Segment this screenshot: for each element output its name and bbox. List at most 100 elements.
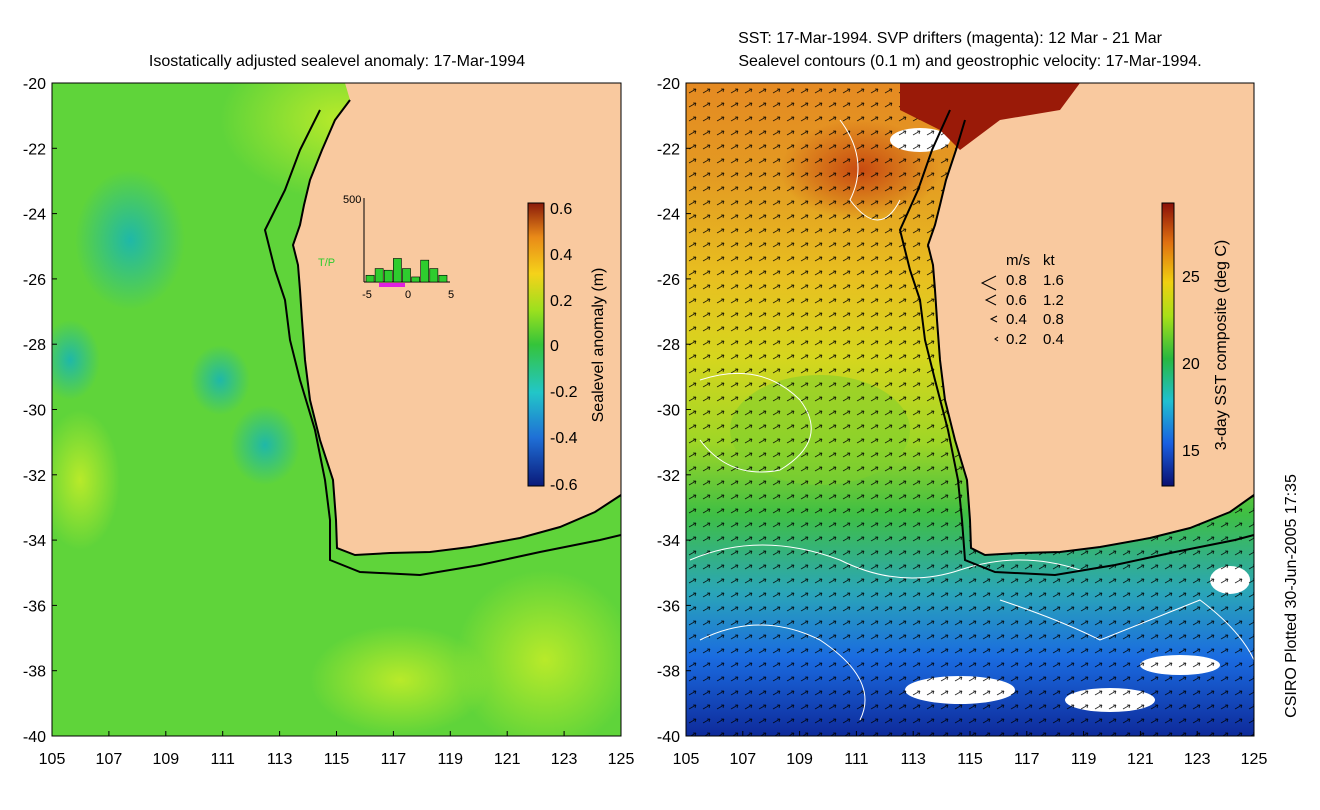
left-anomaly-high-w xyxy=(52,410,120,550)
velocity-legend-kt: 1.6 xyxy=(1043,272,1064,289)
left-shelf-contour xyxy=(263,109,621,577)
velocity-legend: m/s kt 0.8 1.6 0.6 1.2 0.4 0.8 0.2 0.4 xyxy=(980,252,1064,348)
sla-colorbar-tick: 0.6 xyxy=(550,201,572,218)
left-coastline xyxy=(291,99,621,557)
right-map-x-tick-label: 119 xyxy=(1071,751,1097,768)
tp-inset-bar xyxy=(402,268,411,283)
sst-colorbar: 25 20 15 3-day SST composite (deg C) xyxy=(1161,202,1230,487)
left-map-y-tick-label: -34 xyxy=(23,533,46,550)
left-map-title: Isostatically adjusted sealevel anomaly:… xyxy=(149,53,525,70)
left-map-x-tick-label: 119 xyxy=(438,751,464,768)
sla-colorbar-label: Sealevel anomaly (m) xyxy=(590,268,607,423)
tp-inset-bar xyxy=(365,274,375,283)
left-anomaly-low-nw xyxy=(75,170,185,310)
left-map-x-tick-label: 111 xyxy=(211,751,235,768)
tp-inset-bar xyxy=(420,259,430,283)
left-map-y-tick-label: -28 xyxy=(23,337,46,354)
right-map-y-tick-label: -28 xyxy=(657,337,680,354)
right-land xyxy=(928,83,1254,555)
tp-inset-bar xyxy=(383,269,393,283)
velocity-legend-ms: 0.2 xyxy=(1006,331,1027,348)
right-map-x-tick-label: 113 xyxy=(900,751,926,768)
sla-colorbar-tick: 0.4 xyxy=(550,247,572,264)
left-map-x-tick-label: 109 xyxy=(152,751,179,768)
left-map-x-tick-label: 105 xyxy=(39,751,66,768)
tp-inset: 500 T/P -5 0 5 xyxy=(318,194,454,301)
tp-inset-x-tick: 5 xyxy=(448,289,454,301)
left-map-x-tick-label: 115 xyxy=(324,751,350,768)
left-anomaly-high-s xyxy=(310,625,490,735)
sst-colorbar-tick: 20 xyxy=(1182,356,1200,373)
sla-colorbar-tick: -0.2 xyxy=(550,384,578,401)
right-map-x-tick-label: 105 xyxy=(673,751,700,768)
velocity-legend-ms: 0.6 xyxy=(1006,292,1027,309)
right-map-x-tick-label: 125 xyxy=(1241,751,1268,768)
plot-credit: CSIRO Plotted 30-Jun-2005 17:35 xyxy=(1283,474,1300,718)
left-anomaly-high-se xyxy=(455,570,621,736)
left-map-y-tick-label: -38 xyxy=(23,664,46,681)
sla-colorbar: 0.6 0.4 0.2 0 -0.2 -0.4 -0.6 Sealevel an… xyxy=(527,201,607,494)
right-map-x-tick-label: 111 xyxy=(844,751,868,768)
left-map-y-tick-label: -30 xyxy=(23,403,46,420)
sst-colorbar-tick: 25 xyxy=(1182,269,1200,286)
right-map-title-line2: Sealevel contours (0.1 m) and geostrophi… xyxy=(738,53,1201,70)
left-map-y-tick-label: -36 xyxy=(23,598,46,615)
velocity-legend-arrow xyxy=(989,315,998,323)
left-map-x-tick-label: 107 xyxy=(96,751,123,768)
right-map-y-tick-label: -24 xyxy=(657,207,680,224)
velocity-legend-kt: 0.8 xyxy=(1043,311,1064,328)
left-map-y-tick-label: -26 xyxy=(23,272,46,289)
left-map-x-tick-label: 123 xyxy=(551,751,578,768)
left-map-x-tick-label: 117 xyxy=(381,751,407,768)
left-map-y-tick-label: -22 xyxy=(23,141,46,158)
left-anomaly-low-w xyxy=(52,320,100,400)
sst-colorbar-tick: 15 xyxy=(1182,443,1200,460)
right-map-y-tick-label: -30 xyxy=(657,403,680,420)
left-anomaly-low-mid xyxy=(230,405,300,485)
right-map-y-tick-label: -38 xyxy=(657,664,680,681)
left-map-axes: -20 -22 -24 -26 -28 -30 -32 -34 -36 -38 -40 105 107 1… xyxy=(23,76,635,768)
right-map-y-tick-label: -26 xyxy=(657,272,680,289)
right-map-y-tick-label: -22 xyxy=(657,141,680,158)
right-map-title-line1: SST: 17-Mar-1994. SVP drifters (magenta)… xyxy=(738,30,1163,47)
left-map-x-tick-label: 125 xyxy=(608,751,635,768)
right-shelf-contour xyxy=(898,109,1254,577)
tp-inset-bars xyxy=(365,258,448,283)
velocity-legend-ms: 0.8 xyxy=(1006,272,1027,289)
sealevel-contour xyxy=(689,544,1081,579)
left-map-y-tick-label: -40 xyxy=(23,729,46,746)
sealevel-contour xyxy=(699,624,866,721)
velocity-legend-ms: 0.4 xyxy=(1006,311,1027,328)
tp-inset-y-tick: 500 xyxy=(343,194,361,206)
right-map-x-tick-label: 109 xyxy=(786,751,813,768)
right-map-x-tick-label: 107 xyxy=(729,751,756,768)
tp-inset-label: T/P xyxy=(318,257,335,269)
right-map-x-tick-label: 121 xyxy=(1127,751,1154,768)
sst-colorbar-label: 3-day SST composite (deg C) xyxy=(1213,240,1230,450)
left-anomaly-low-c xyxy=(190,345,250,415)
sealevel-contour xyxy=(999,599,1254,661)
tp-inset-bar xyxy=(374,268,384,283)
right-coastline xyxy=(926,119,1254,557)
right-map-axes: -20 -22 -24 -26 -28 -30 -32 -34 -36 -38 -40 105 107 1… xyxy=(657,76,1268,768)
sla-colorbar-tick: 0 xyxy=(550,338,559,355)
velocity-legend-kt: 1.2 xyxy=(1043,292,1064,309)
velocity-legend-arrow xyxy=(994,336,999,342)
tp-inset-x-tick: 0 xyxy=(405,289,411,301)
velocity-legend-header-kt: kt xyxy=(1043,252,1056,269)
left-map-y-tick-label: -20 xyxy=(23,76,46,93)
tp-inset-bar xyxy=(393,258,402,283)
sst-hot-land-cloud xyxy=(900,83,1080,150)
right-map-y-tick-label: -36 xyxy=(657,598,680,615)
tp-inset-drifter-bar xyxy=(379,283,405,287)
tp-inset-bar xyxy=(429,268,439,283)
sealevel-contour xyxy=(699,372,812,473)
right-map-x-tick-label: 123 xyxy=(1184,751,1211,768)
tp-inset-bar xyxy=(438,274,448,283)
left-map-x-tick-label: 113 xyxy=(267,751,293,768)
right-map-y-tick-label: -20 xyxy=(657,76,680,93)
sealevel-contour xyxy=(839,119,901,221)
right-map-y-tick-label: -32 xyxy=(657,468,680,485)
left-map-y-tick-label: -24 xyxy=(23,207,46,224)
right-map-x-tick-label: 117 xyxy=(1014,751,1040,768)
